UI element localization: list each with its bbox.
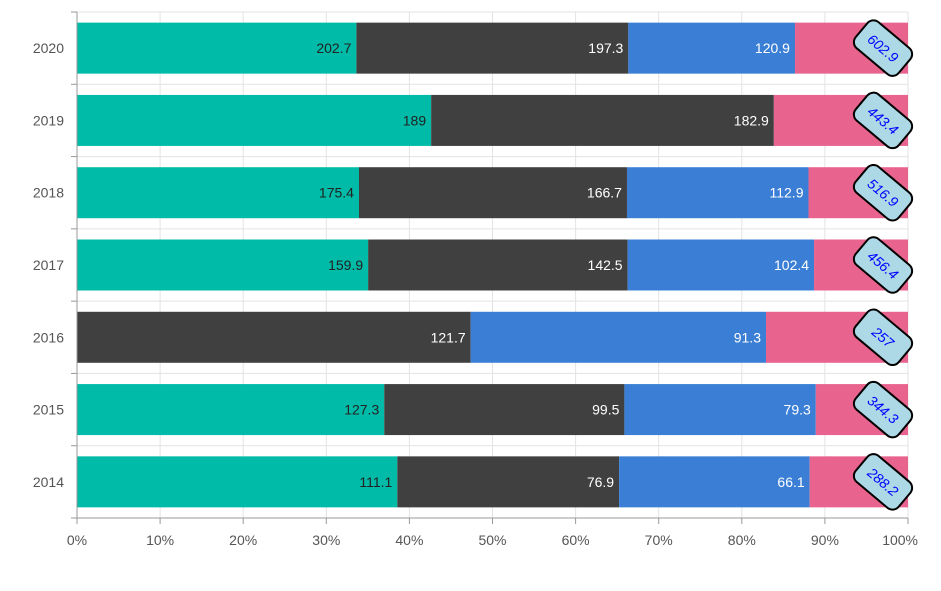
bar-segment [77, 22, 357, 74]
x-tick-label: 60% [562, 532, 590, 548]
x-tick-label: 100% [882, 532, 918, 548]
x-tick-label: 80% [728, 532, 756, 548]
data-label: 159.9 [328, 257, 363, 273]
total-badge-box [852, 163, 914, 222]
data-label: 182.9 [734, 112, 769, 128]
bar-segment [384, 384, 625, 436]
total-badge-box [852, 453, 914, 511]
data-label: 102.4 [774, 257, 809, 273]
bar-segment [368, 239, 628, 291]
total-badge: 602.9 [852, 19, 914, 77]
data-label: 79.3 [784, 402, 811, 418]
data-label: 166.7 [587, 185, 622, 201]
data-label: 202.7 [316, 40, 351, 56]
total-badge: 456.4 [852, 236, 914, 294]
data-label: 120.9 [755, 40, 790, 56]
y-tick-label: 2020 [33, 40, 64, 56]
total-badge: 443.4 [852, 91, 914, 150]
bar-segment [628, 22, 795, 74]
data-label: 111.1 [359, 474, 392, 490]
total-badge: 516.9 [852, 163, 914, 222]
data-label: 66.1 [777, 474, 804, 490]
total-badge: 257 [852, 308, 914, 367]
y-tick-label: 2018 [33, 185, 64, 201]
total-badge-box [852, 308, 914, 367]
total-badge-box [852, 380, 914, 439]
bar-segment [356, 22, 629, 74]
total-labels: 602.9 443.4 516.9 456.4 257 344.3 288.2 [852, 19, 914, 511]
total-badge-box [852, 91, 914, 150]
x-tick-label: 30% [312, 532, 340, 548]
bar-segment [627, 239, 815, 291]
total-badge: 344.3 [852, 380, 914, 439]
x-tick-label: 90% [811, 532, 839, 548]
data-label: 197.3 [588, 40, 623, 56]
data-label: 175.4 [319, 185, 354, 201]
y-tick-label: 2014 [33, 474, 64, 490]
bar-segment [77, 239, 369, 291]
data-label: 189 [403, 112, 427, 128]
data-label: 76.9 [587, 474, 614, 490]
bar-segment [624, 384, 816, 436]
value-labels: 202.7 197.3 120.9 189 182.9 175.4 166.7 112.9 15… [316, 40, 811, 490]
bar-segment [397, 456, 620, 508]
x-tick-label: 40% [395, 532, 423, 548]
x-tick-label: 10% [146, 532, 174, 548]
bar-segment [431, 94, 774, 146]
data-label: 99.5 [592, 402, 619, 418]
y-tick-label: 2017 [33, 257, 64, 273]
total-badge: 288.2 [852, 453, 914, 511]
total-badge-box [852, 19, 914, 77]
x-tick-label: 0% [67, 532, 87, 548]
x-axis: 0% 10% 20% 30% 40% 50% 60% 70% 80% 90% 100% [67, 517, 918, 548]
y-axis: 2020 2019 2018 2017 2016 2015 2014 [33, 11, 78, 519]
data-label: 121.7 [431, 329, 466, 345]
bar-segment [77, 311, 471, 363]
y-tick-label: 2016 [33, 329, 64, 345]
y-tick-label: 2015 [33, 402, 64, 418]
x-tick-label: 50% [478, 532, 506, 548]
data-label: 142.5 [588, 257, 623, 273]
bar-segment [77, 167, 359, 219]
data-label: 112.9 [769, 185, 803, 201]
total-badge-box [852, 236, 914, 294]
bar-segment [77, 94, 432, 146]
x-tick-label: 70% [645, 532, 673, 548]
bar-segment [470, 311, 766, 363]
data-label: 91.3 [734, 329, 761, 345]
bar-segment [626, 167, 809, 219]
bar-segment [358, 167, 627, 219]
data-label: 127.3 [344, 402, 379, 418]
bar-segment [77, 384, 385, 436]
y-tick-label: 2019 [33, 112, 64, 128]
bar-segment [619, 456, 810, 508]
x-tick-label: 20% [229, 532, 257, 548]
bar-segment [77, 456, 398, 508]
